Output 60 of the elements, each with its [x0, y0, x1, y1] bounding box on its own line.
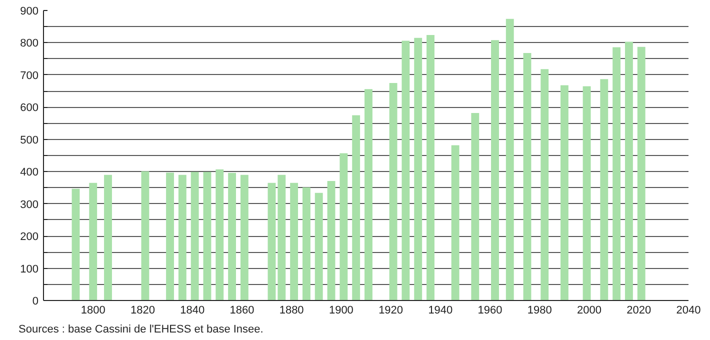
bar — [228, 172, 236, 300]
bar — [72, 188, 80, 300]
bar — [240, 174, 248, 300]
bar — [624, 42, 633, 300]
x-tick-label: 1860 — [230, 304, 254, 316]
bar — [216, 169, 224, 300]
x-tick-label: 1980 — [527, 304, 552, 316]
y-tick-label: 600 — [20, 102, 39, 114]
x-tick-label: 2040 — [676, 304, 701, 316]
bar — [290, 182, 298, 300]
bar — [166, 172, 174, 300]
bar — [203, 172, 212, 300]
bar — [560, 85, 568, 300]
bar — [389, 83, 398, 300]
bar — [104, 174, 112, 300]
y-tick-label: 100 — [20, 263, 39, 276]
bar — [314, 192, 323, 300]
y-tick-label: 800 — [20, 38, 39, 50]
bar — [268, 182, 276, 300]
bar — [491, 40, 499, 300]
x-tick-label: 2000 — [577, 304, 602, 316]
bar — [523, 53, 532, 300]
x-tick-label: 1960 — [478, 304, 502, 316]
bar — [582, 86, 591, 300]
source-note: Sources : base Cassini de l'EHESS et base Insee. — [18, 324, 264, 336]
bar — [340, 153, 348, 300]
bar — [600, 79, 608, 300]
y-tick-label: 200 — [20, 231, 39, 244]
x-tick-label: 1920 — [378, 304, 404, 316]
x-tick-label: 1800 — [80, 304, 106, 316]
x-tick-label: 1840 — [180, 304, 205, 316]
bar — [540, 69, 549, 300]
bar — [302, 187, 310, 300]
bar — [612, 47, 621, 300]
bar — [471, 112, 480, 300]
x-tick-label: 1900 — [328, 304, 354, 316]
y-tick-label: 500 — [20, 134, 39, 146]
y-tick-label: 900 — [20, 6, 39, 18]
bar — [402, 40, 410, 300]
bar — [364, 89, 372, 300]
bar — [451, 145, 460, 300]
bar — [190, 172, 199, 300]
x-tick-label: 1940 — [428, 304, 453, 316]
x-tick-label: 1880 — [279, 304, 304, 316]
bar — [327, 180, 336, 300]
y-tick-label: 0 — [32, 296, 39, 308]
y-tick-label: 300 — [20, 198, 39, 211]
bar — [141, 171, 150, 300]
bar — [278, 174, 286, 300]
bar — [352, 115, 360, 300]
y-tick-label: 700 — [20, 70, 39, 82]
x-tick-label: 2020 — [626, 304, 652, 316]
y-tick-label: 400 — [20, 166, 39, 179]
x-tick-label: 1820 — [130, 304, 155, 316]
bar — [426, 34, 434, 300]
bar — [414, 38, 422, 300]
bar — [637, 46, 646, 300]
bar — [178, 174, 186, 300]
bar — [506, 18, 514, 300]
bar — [89, 182, 98, 300]
